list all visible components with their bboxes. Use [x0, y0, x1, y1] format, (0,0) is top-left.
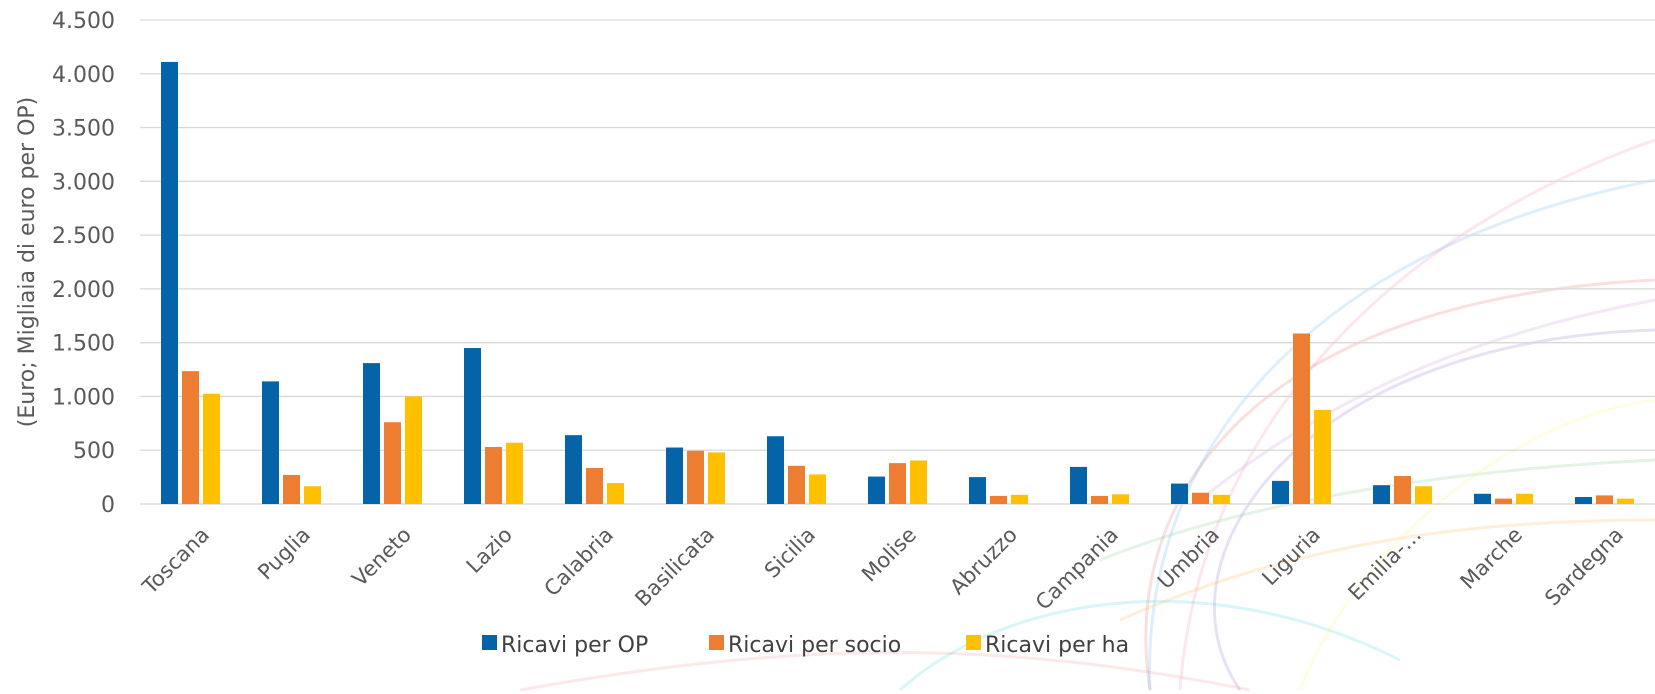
bar-ricavi-op — [1474, 493, 1491, 504]
y-tick-label: 2.000 — [52, 278, 115, 303]
legend-label: Ricavi per OP — [501, 633, 648, 658]
bar-ricavi-socio — [1192, 492, 1209, 504]
x-category-label: Sardegna — [1540, 523, 1628, 611]
y-tick-label: 2.500 — [52, 224, 115, 249]
x-category-label: Toscana — [137, 523, 214, 600]
bar-ricavi-op — [1070, 466, 1087, 504]
bar-ricavi-ha — [203, 393, 220, 504]
y-tick-label: 3.500 — [52, 117, 115, 142]
x-category-label: Marche — [1456, 523, 1527, 594]
x-category-label: Emilia-… — [1344, 523, 1427, 606]
bar-ricavi-socio — [1293, 333, 1310, 504]
bar-ricavi-ha — [1516, 493, 1533, 504]
x-category-label: Molise — [857, 523, 921, 587]
x-category-label: Basilicata — [630, 523, 719, 612]
x-axis-labels: Toscana Puglia Veneto Lazio Calabria Basilica… — [137, 523, 1628, 615]
x-category-label: Abruzzo — [945, 523, 1022, 600]
bar-ricavi-socio — [788, 465, 805, 504]
bar-ricavi-ha — [1011, 494, 1028, 504]
y-tick-label: 500 — [73, 439, 115, 464]
bar-ricavi-ha — [405, 396, 422, 504]
x-category-label: Lazio — [462, 523, 517, 578]
x-category-label: Campania — [1031, 523, 1123, 615]
legend-swatch — [482, 635, 497, 650]
x-category-label: Sicilia — [760, 523, 820, 583]
bar-ricavi-socio — [687, 450, 704, 504]
bar-ricavi-ha — [607, 483, 624, 504]
bar-ricavi-ha — [1112, 494, 1129, 504]
y-tick-label: 3.000 — [52, 170, 115, 195]
bar-ricavi-socio — [182, 371, 199, 504]
bar-ricavi-op — [464, 348, 481, 504]
bar-ricavi-ha — [506, 442, 523, 504]
bar-ricavi-op — [565, 435, 582, 504]
y-axis-title: (Euro; Migliaia di euro per OP) — [15, 97, 40, 427]
bar-ricavi-op — [1575, 497, 1592, 504]
legend-swatch — [709, 635, 724, 650]
bar-ricavi-op — [1171, 483, 1188, 504]
y-tick-label: 1.500 — [52, 332, 115, 357]
x-category-label: Veneto — [347, 523, 416, 592]
bar-ricavi-op — [969, 477, 986, 504]
decorative-swirl-background — [519, 138, 1655, 692]
legend-label: Ricavi per socio — [728, 633, 901, 658]
legend-swatch — [966, 635, 981, 650]
bar-ricavi-op — [767, 436, 784, 504]
bar-ricavi-socio — [1495, 498, 1512, 504]
bar-ricavi-op — [262, 381, 279, 504]
bar-ricavi-ha — [1213, 494, 1230, 504]
bar-ricavi-socio — [1091, 495, 1108, 504]
bar-ricavi-ha — [304, 486, 321, 504]
bar-ricavi-op — [868, 476, 885, 504]
x-category-label: Puglia — [253, 523, 315, 585]
bars — [161, 61, 1634, 505]
bar-ricavi-ha — [910, 460, 927, 504]
y-axis-ticks: 0 500 1.000 1.500 2.000 2.500 3.000 3.500 4.000 4… — [52, 9, 115, 518]
bar-ricavi-socio — [1394, 476, 1411, 504]
bar-ricavi-ha — [708, 452, 725, 504]
bar-ricavi-socio — [990, 495, 1007, 504]
bar-ricavi-socio — [384, 422, 401, 504]
bar-ricavi-op — [1373, 485, 1390, 504]
y-tick-label: 4.500 — [52, 9, 115, 34]
bar-ricavi-op — [363, 363, 380, 504]
bar-ricavi-ha — [1617, 498, 1634, 504]
legend: Ricavi per OP Ricavi per socio Ricavi per … — [482, 633, 1129, 658]
bar-ricavi-ha — [1415, 486, 1432, 504]
bar-ricavi-op — [161, 61, 178, 505]
bar-ricavi-op — [1272, 480, 1289, 504]
bar-ricavi-ha — [809, 474, 826, 504]
y-tick-label: 1.000 — [52, 385, 115, 410]
bar-ricavi-socio — [586, 467, 603, 504]
bar-ricavi-socio — [485, 446, 502, 504]
bar-ricavi-socio — [889, 463, 906, 504]
bar-ricavi-op — [666, 447, 683, 504]
legend-label: Ricavi per ha — [985, 633, 1129, 658]
bar-ricavi-socio — [283, 474, 300, 504]
y-tick-label: 4.000 — [52, 63, 115, 88]
y-tick-label: 0 — [101, 493, 115, 518]
bar-ricavi-socio — [1596, 495, 1613, 504]
bar-ricavi-ha — [1314, 409, 1331, 504]
x-category-label: Calabria — [540, 523, 618, 601]
